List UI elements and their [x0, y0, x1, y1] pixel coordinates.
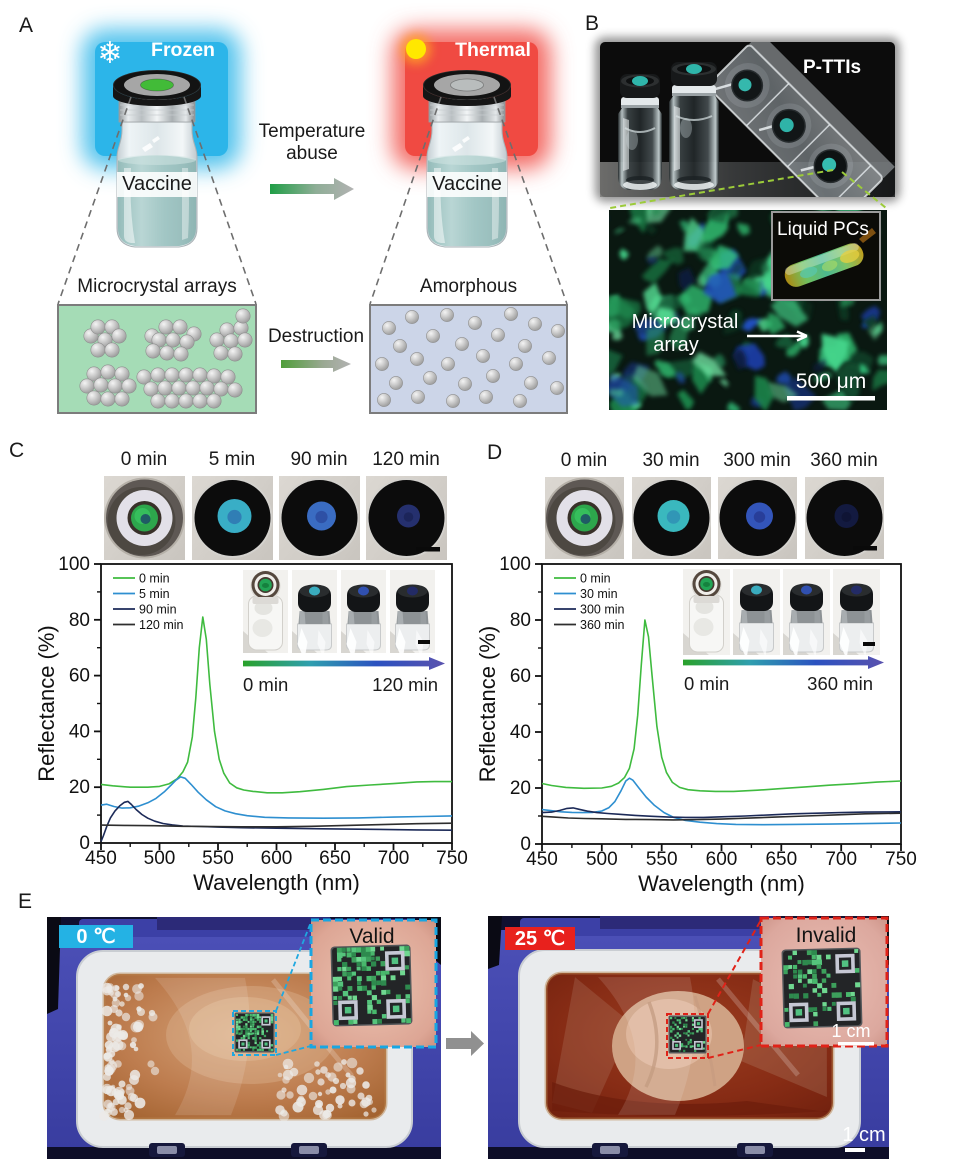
- svg-text:1 cm: 1 cm: [842, 1124, 885, 1146]
- svg-text:30 min: 30 min: [580, 587, 618, 601]
- svg-text:550: 550: [202, 848, 234, 869]
- svg-text:700: 700: [378, 848, 410, 869]
- svg-text:600: 600: [261, 848, 293, 869]
- svg-text:Reflectance (%): Reflectance (%): [475, 626, 500, 783]
- svg-text:25 ℃: 25 ℃: [515, 928, 565, 950]
- svg-text:750: 750: [885, 849, 917, 870]
- svg-text:P-TTIs: P-TTIs: [803, 57, 861, 78]
- svg-text:60: 60: [69, 666, 90, 687]
- svg-text:60: 60: [510, 666, 531, 687]
- svg-text:20: 20: [69, 777, 90, 798]
- svg-text:360 min: 360 min: [580, 618, 625, 632]
- svg-text:Liquid PCs: Liquid PCs: [777, 219, 869, 240]
- svg-text:Wavelength (nm): Wavelength (nm): [193, 870, 360, 895]
- svg-text:5 min: 5 min: [139, 587, 170, 601]
- svg-text:750: 750: [436, 848, 468, 869]
- svg-text:Valid: Valid: [349, 925, 394, 948]
- svg-text:80: 80: [510, 610, 531, 631]
- svg-text:array: array: [653, 334, 699, 356]
- svg-text:650: 650: [319, 848, 351, 869]
- svg-text:0 min: 0 min: [139, 572, 170, 586]
- svg-text:100: 100: [58, 554, 90, 575]
- svg-text:600: 600: [706, 849, 738, 870]
- svg-text:500 μm: 500 μm: [796, 370, 866, 393]
- svg-text:40: 40: [510, 722, 531, 743]
- svg-text:40: 40: [69, 721, 90, 742]
- svg-text:700: 700: [825, 849, 857, 870]
- svg-text:550: 550: [646, 849, 678, 870]
- svg-text:1 cm: 1 cm: [831, 1021, 870, 1041]
- svg-text:500: 500: [144, 848, 176, 869]
- svg-text:80: 80: [69, 610, 90, 631]
- svg-text:100: 100: [499, 554, 531, 575]
- svg-text:120 min: 120 min: [139, 618, 184, 632]
- svg-text:650: 650: [765, 849, 797, 870]
- svg-text:0 min: 0 min: [580, 572, 611, 586]
- svg-text:0: 0: [520, 834, 531, 855]
- svg-text:Wavelength (nm): Wavelength (nm): [638, 871, 805, 896]
- svg-text:90 min: 90 min: [139, 603, 177, 617]
- svg-text:0: 0: [79, 833, 90, 854]
- svg-text:450: 450: [526, 849, 558, 870]
- svg-text:20: 20: [510, 778, 531, 799]
- svg-text:Invalid: Invalid: [796, 924, 857, 947]
- svg-text:450: 450: [85, 848, 117, 869]
- svg-text:500: 500: [586, 849, 618, 870]
- svg-text:300 min: 300 min: [580, 603, 625, 617]
- svg-text:Reflectance (%): Reflectance (%): [34, 625, 59, 782]
- svg-text:0 ℃: 0 ℃: [76, 926, 115, 948]
- svg-text:Microcrystal: Microcrystal: [632, 311, 739, 333]
